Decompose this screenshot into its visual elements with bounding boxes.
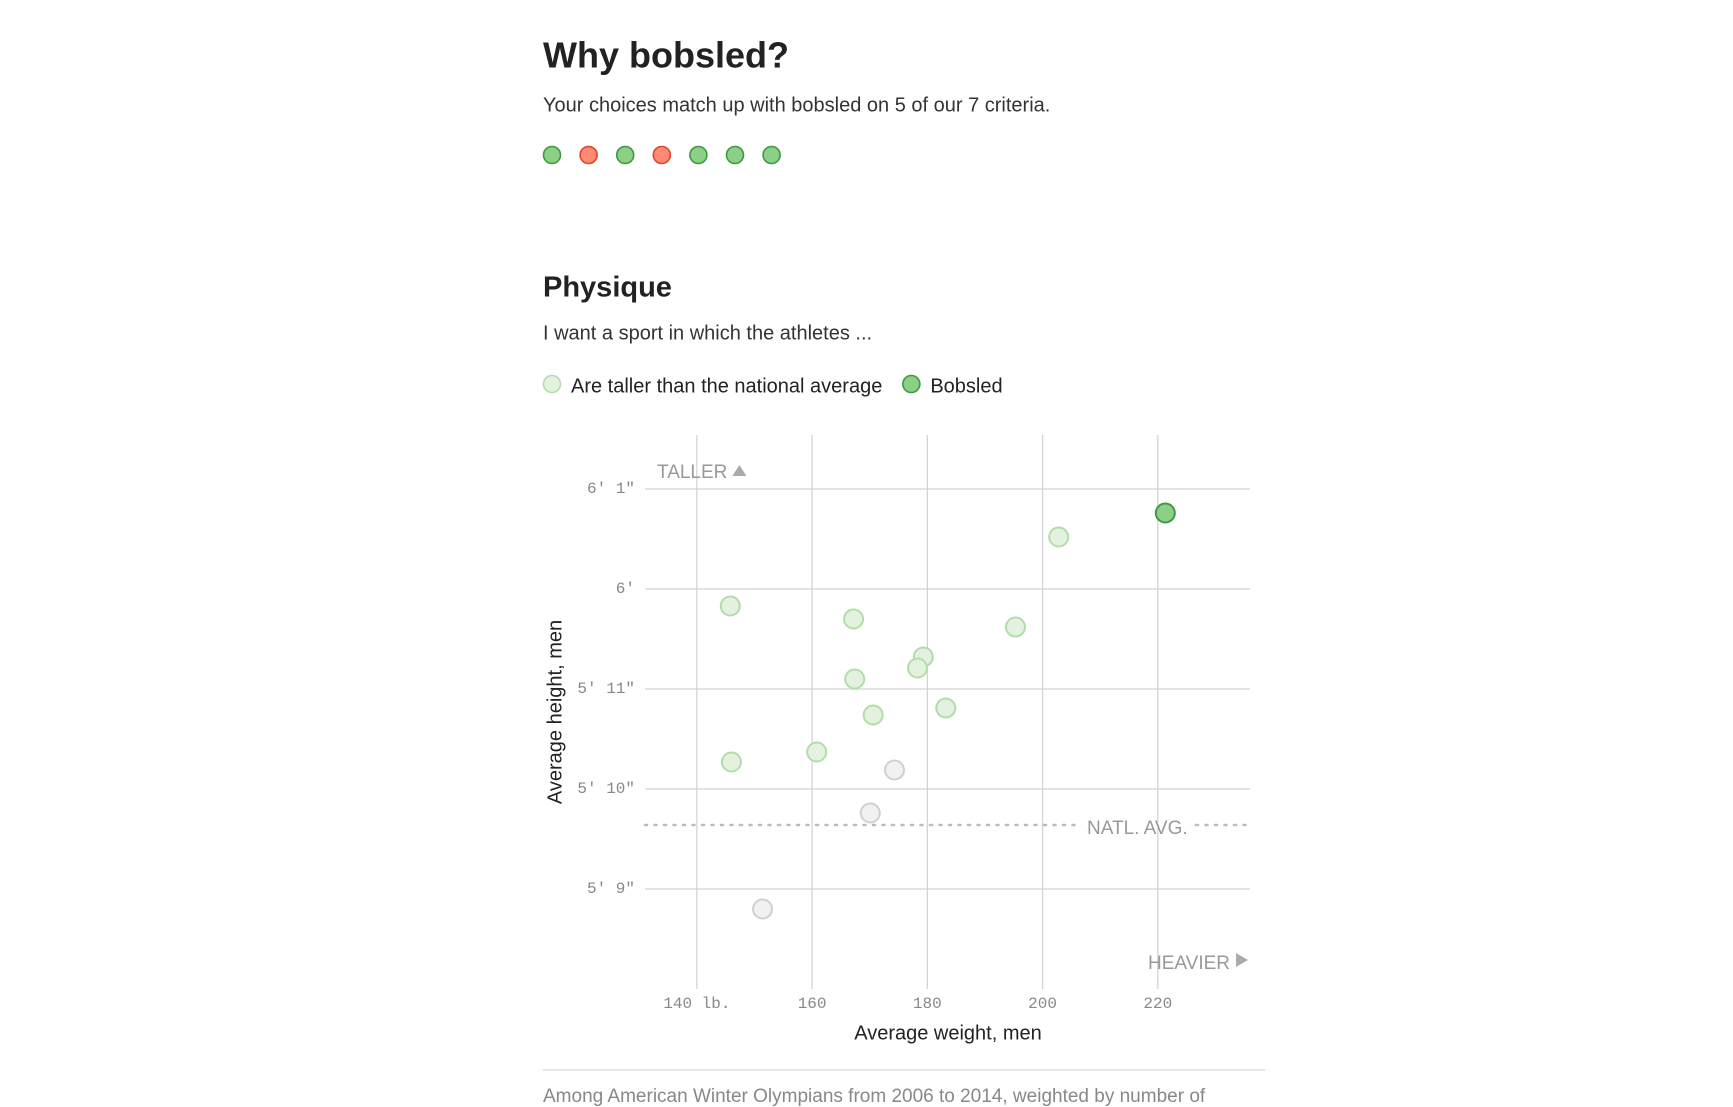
- footer-note: Among American Winter Olympians from 200…: [543, 1086, 1206, 1107]
- x-tick-label: 220: [1143, 995, 1172, 1013]
- right-arrow: [1236, 953, 1248, 967]
- data-point: [1154, 502, 1176, 524]
- x-tick-label: 160: [798, 995, 827, 1013]
- y-axis-label: Average height, men: [544, 620, 566, 804]
- y-tick-label: 6′ 1″: [587, 480, 635, 498]
- reference-label-bg: [1081, 822, 1194, 828]
- subtitle: Your choices match up with bobsled on 5 …: [543, 94, 1050, 116]
- criteria-dot: [579, 145, 598, 165]
- data-point: [1004, 616, 1026, 638]
- data-point: [883, 759, 905, 781]
- criteria-dot: [542, 145, 562, 165]
- data-point: [752, 898, 774, 920]
- y-annotation: TALLER: [657, 462, 727, 483]
- data-point: [719, 595, 741, 617]
- data-point: [935, 697, 957, 719]
- y-tick-label: 5′ 9″: [587, 880, 635, 898]
- y-tick-label: 5′ 10″: [577, 780, 635, 798]
- data-point: [844, 668, 866, 690]
- reference-label: NATL. AVG.: [1087, 818, 1188, 839]
- x-tick-label: 200: [1028, 995, 1057, 1013]
- criteria-dot: [689, 145, 708, 165]
- data-point: [806, 741, 828, 763]
- criteria-dot: [762, 145, 781, 165]
- y-tick-label: 5′ 11″: [577, 680, 635, 698]
- x-axis-label: Average weight, men: [854, 1022, 1042, 1044]
- data-point: [907, 657, 929, 679]
- data-point: [843, 608, 865, 630]
- legend-marker: [902, 374, 921, 394]
- y-tick-label: 6′: [616, 580, 635, 598]
- legend-label: Bobsled: [930, 375, 1002, 397]
- x-tick-label: 140 lb.: [663, 995, 730, 1013]
- data-point: [859, 802, 881, 824]
- up-arrow: [732, 465, 747, 476]
- x-tick-label: 180: [913, 995, 942, 1013]
- title: Why bobsled?: [543, 35, 789, 76]
- data-point: [1048, 526, 1070, 548]
- criteria-dot: [615, 145, 635, 165]
- section-subtitle: I want a sport in which the athletes ...: [543, 322, 872, 344]
- criteria-dot: [652, 145, 672, 165]
- section-title: Physique: [543, 272, 672, 304]
- criteria-dot: [725, 145, 745, 165]
- x-annotation: HEAVIER: [1148, 953, 1230, 974]
- legend-marker: [542, 374, 562, 394]
- data-point: [720, 751, 742, 773]
- legend-label: Are taller than the national average: [571, 375, 882, 397]
- data-point: [862, 704, 884, 726]
